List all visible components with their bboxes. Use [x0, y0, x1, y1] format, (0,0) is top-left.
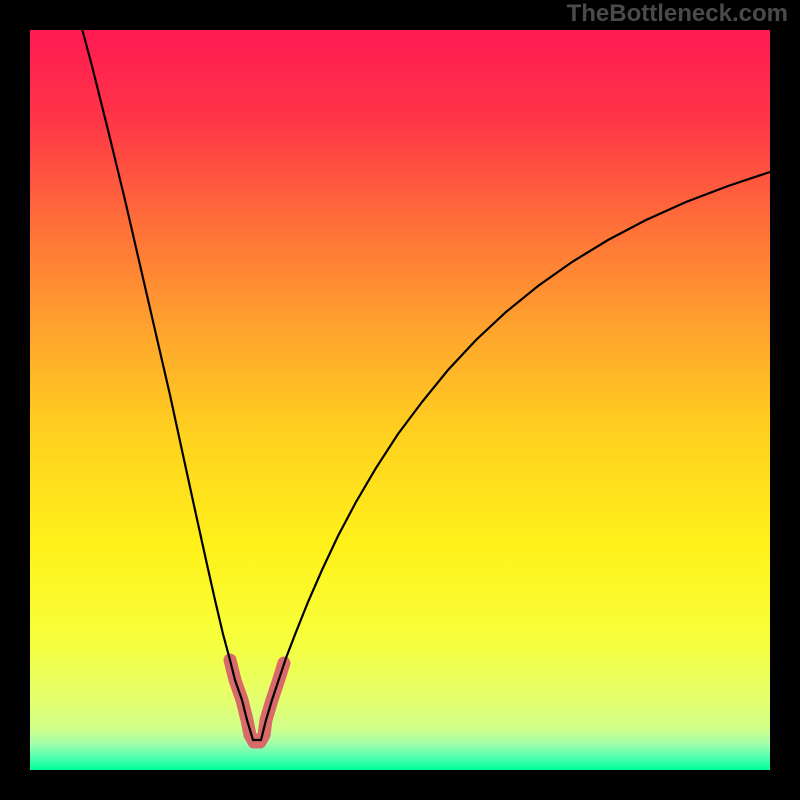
watermark-text: TheBottleneck.com [567, 0, 788, 28]
plot-background [30, 30, 770, 770]
bottleneck-curve-chart [0, 0, 800, 800]
chart-container: TheBottleneck.com [0, 0, 800, 800]
